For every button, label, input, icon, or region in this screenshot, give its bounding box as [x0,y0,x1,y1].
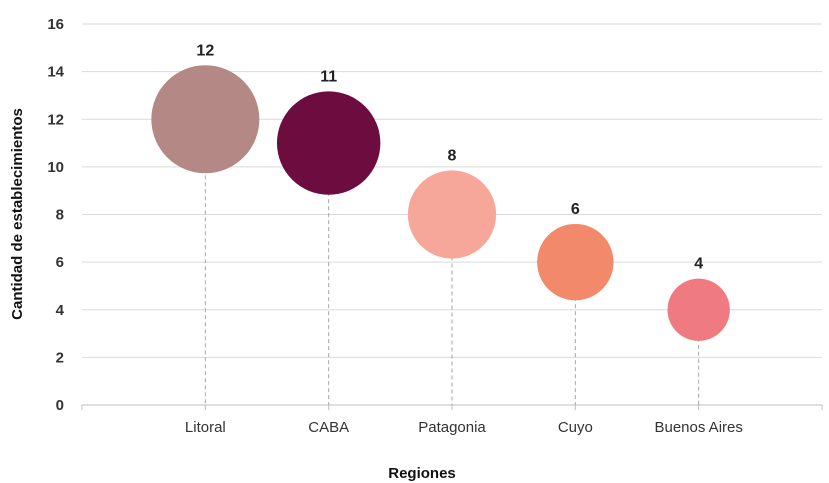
x-tick-labels: Litoral CABA Patagonia Cuyo Buenos Aires [185,419,743,436]
x-tick-label: Litoral [185,419,226,436]
bubble-patagonia [407,170,497,259]
data-labels: 12 11 8 6 4 [196,42,703,272]
y-tick-label: 4 [56,302,65,319]
y-tick-label: 2 [56,349,64,366]
y-tick-labels: 0 2 4 6 8 10 12 14 16 [47,16,64,414]
bubble-cuyo [537,223,614,301]
data-label: 8 [448,147,457,164]
bubble-buenos-aires [667,278,730,341]
bubble-litoral [151,65,260,174]
y-tick-label: 8 [56,207,64,224]
data-label: 11 [320,68,337,85]
y-axis-title: Cantidad de establecimientos [9,108,26,320]
x-tick-label: Patagonia [418,419,486,436]
y-tick-label: 10 [47,159,64,176]
bubbles [151,65,730,341]
y-tick-label: 6 [56,254,64,271]
data-label: 4 [694,256,703,273]
bubble-caba [276,91,381,195]
x-axis [81,404,823,410]
data-label: 12 [196,42,214,59]
y-tick-label: 16 [47,16,64,33]
x-axis-title: Regiones [388,465,456,482]
y-tick-label: 12 [47,111,64,128]
x-tick-label: Cuyo [558,419,593,436]
y-tick-label: 14 [47,64,64,81]
y-tick-label: 0 [56,397,64,414]
x-tick-label: CABA [308,419,349,436]
x-tick-label: Buenos Aires [654,419,742,436]
data-label: 6 [571,201,580,218]
